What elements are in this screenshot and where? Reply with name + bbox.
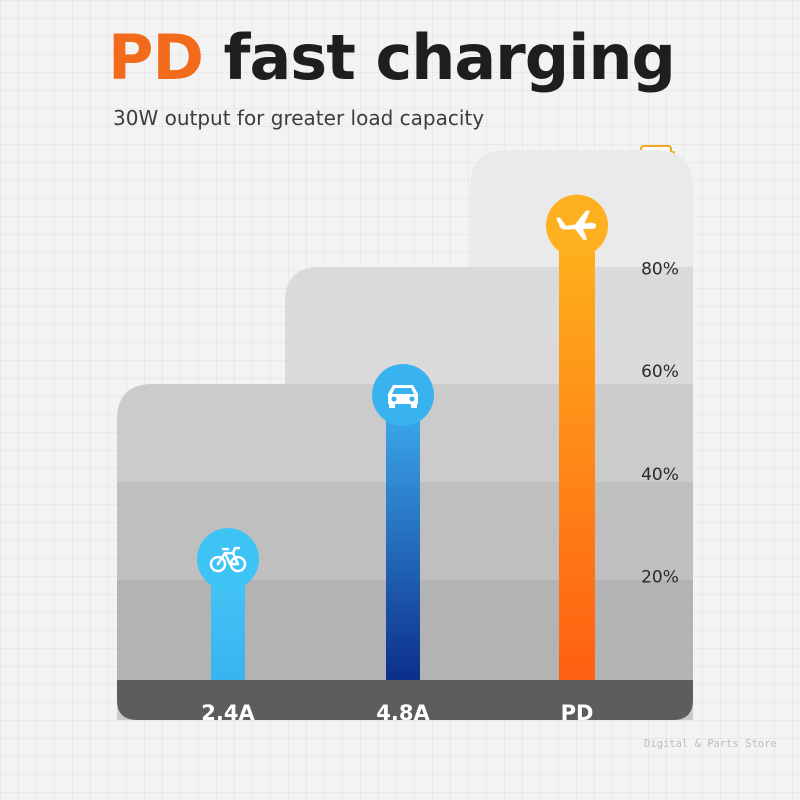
bar <box>559 225 595 680</box>
title-rest: fast charging <box>223 21 676 94</box>
y-tick-label: 40% <box>641 465 679 485</box>
bicycle-icon <box>209 546 247 573</box>
watermark: Digital & Parts Store <box>644 738 777 750</box>
x-tick-label: 2.4A <box>201 701 255 725</box>
airplane-icon <box>556 210 596 240</box>
subtitle: 30W output for greater load capacity <box>113 106 485 130</box>
x-tick-label: PD <box>561 701 594 725</box>
car-icon <box>388 384 418 408</box>
y-tick-label: 20% <box>641 567 679 587</box>
x-axis-band <box>117 680 693 720</box>
title-accent: PD <box>108 21 204 94</box>
page-title: PD fast charging <box>108 21 676 94</box>
x-tick-label: 4.8A <box>376 701 430 725</box>
y-tick-label: 80% <box>641 260 679 280</box>
bar <box>386 394 420 680</box>
y-tick-label: 60% <box>641 362 679 382</box>
